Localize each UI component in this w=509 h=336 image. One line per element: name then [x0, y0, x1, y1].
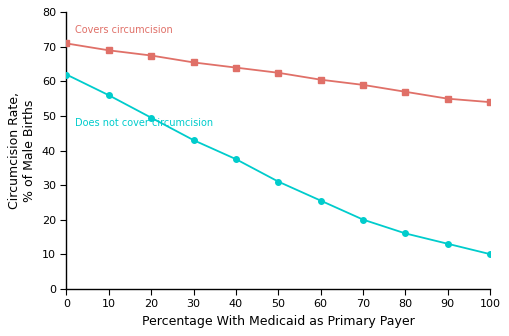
Text: Does not cover circumcision: Does not cover circumcision — [75, 118, 213, 128]
Y-axis label: Circumcision Rate,
% of Male Births: Circumcision Rate, % of Male Births — [8, 92, 36, 209]
Text: Covers circumcision: Covers circumcision — [75, 25, 173, 35]
X-axis label: Percentage With Medicaid as Primary Payer: Percentage With Medicaid as Primary Paye… — [142, 315, 415, 328]
